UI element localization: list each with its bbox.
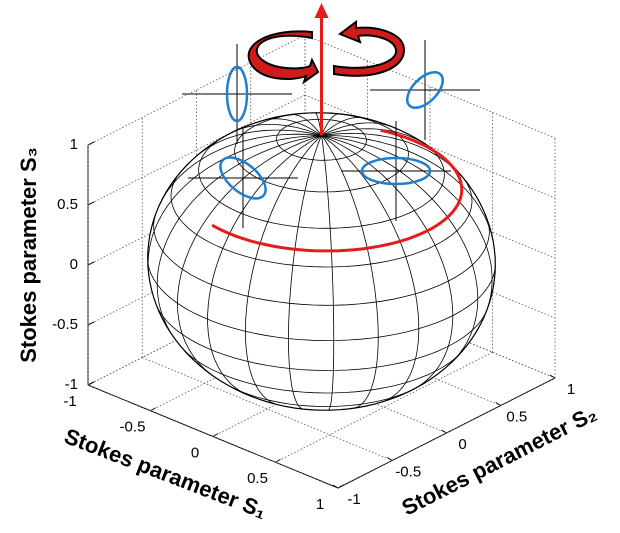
y-tick-label: -0.5 <box>395 463 421 480</box>
x-tick-label: -0.5 <box>120 419 146 436</box>
z-axis-label: Stokes parameter S₃ <box>16 147 41 363</box>
z-tick-label: 1 <box>70 136 78 153</box>
y-tick-label: 0 <box>458 436 466 453</box>
x-tick-label: 0 <box>191 444 199 461</box>
x-tick-label: 0.5 <box>247 470 268 487</box>
chart: -1 -0.5 0 0.5 1 -1 -0.5 0 0.5 1 -1 -0.5 0 0.5 1 Stokes… <box>0 0 620 533</box>
z-tick-label: 0 <box>70 256 78 273</box>
y-tick-label: 0.5 <box>506 408 527 425</box>
z-tick-label: -0.5 <box>52 316 78 333</box>
y-axis-label: Stokes parameter S₂ <box>398 401 601 521</box>
z-tick-label: 0.5 <box>57 196 78 213</box>
rotation-arrow <box>334 22 404 76</box>
arrow-head <box>315 3 329 18</box>
y-tick-label: 1 <box>567 381 575 398</box>
x-axis-label: Stokes parameter S₁ <box>61 423 270 523</box>
x-tick-label: -1 <box>63 393 76 410</box>
x-tick-label: 1 <box>316 496 324 513</box>
y-tick-label: -1 <box>347 491 360 508</box>
z-tick-label: -1 <box>65 376 78 393</box>
rotation-arrow <box>249 31 318 82</box>
